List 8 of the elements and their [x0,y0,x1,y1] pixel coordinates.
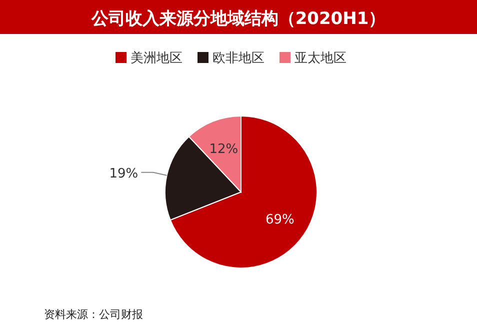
chart-title: 公司收入来源分地域结构（2020H1） [90,9,386,29]
legend-label: 欧非地区 [212,51,264,66]
legend-label: 美洲地区 [130,50,182,66]
data-label: 69% [266,212,294,228]
legend-label: 亚太地区 [294,51,346,66]
data-label: 19% [109,166,138,182]
text: 资料来源：公司财报 [44,308,143,321]
data-label: 12% [209,142,238,158]
